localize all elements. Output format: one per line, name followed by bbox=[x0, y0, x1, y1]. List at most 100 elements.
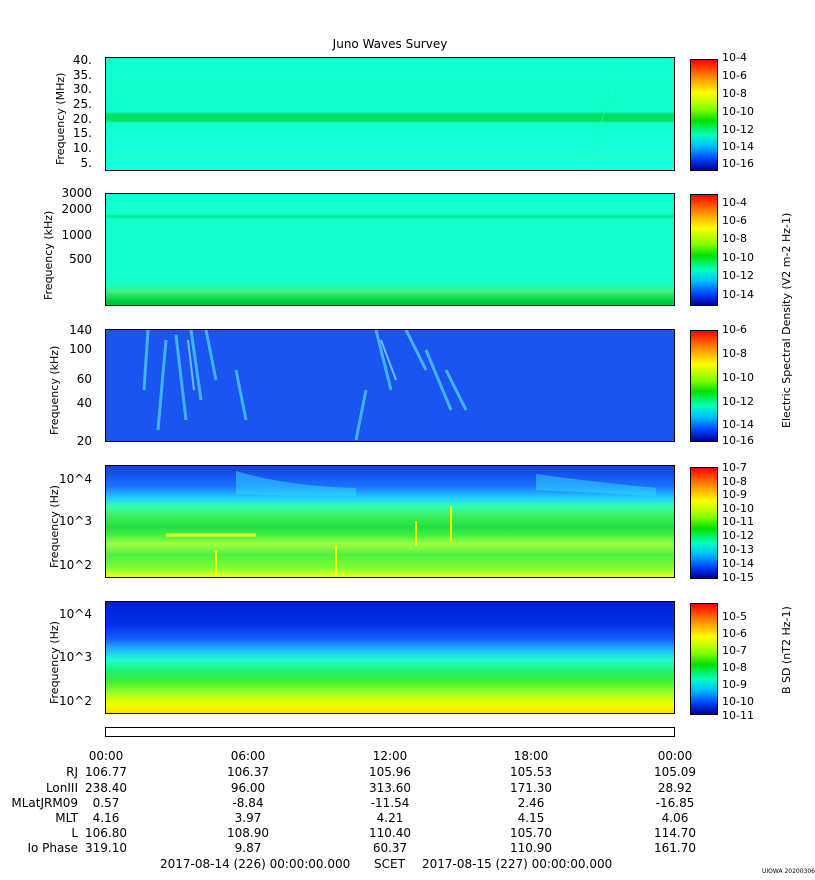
panel-3-ytick: 20 bbox=[76, 434, 92, 448]
panel-2-ytick: 1000 bbox=[61, 228, 92, 242]
panel-1-ytick: 25. bbox=[72, 97, 92, 111]
colorbar-2 bbox=[690, 194, 718, 306]
ephemeris-value: 60.37 bbox=[372, 841, 408, 855]
ephemeris-value: 110.90 bbox=[510, 841, 552, 855]
ephemeris-value: 106.80 bbox=[85, 826, 127, 840]
eph-name-rj: RJ bbox=[66, 765, 78, 779]
ephemeris-value: 3.97 bbox=[234, 811, 262, 825]
ephemeris-value: 0.57 bbox=[92, 796, 120, 810]
scet-end: 2017-08-15 (227) 00:00:00.000 bbox=[422, 857, 613, 871]
eph-name-mlt: MLT bbox=[55, 811, 78, 825]
cbar-5-tick: 10-11 bbox=[722, 709, 754, 722]
cbar-1-tick: 10-6 bbox=[722, 69, 747, 82]
ephemeris-value: 110.40 bbox=[369, 826, 411, 840]
ephemeris-value: 105.70 bbox=[510, 826, 552, 840]
time-axis-bar bbox=[105, 727, 675, 737]
ephemeris-value: -8.84 bbox=[232, 796, 264, 810]
ephemeris-value: 105.53 bbox=[510, 765, 552, 779]
ephemeris-value: 319.10 bbox=[85, 841, 127, 855]
scet-start: 2017-08-14 (226) 00:00:00.000 bbox=[160, 857, 351, 871]
panel-1-ytick: 10. bbox=[72, 141, 92, 155]
cbar-2-tick: 10-8 bbox=[722, 232, 747, 245]
cbar-4-tick: 10-12 bbox=[722, 529, 754, 542]
ephemeris-value: 96.00 bbox=[230, 781, 266, 795]
footer-stamp: UIOWA 20200306 bbox=[761, 868, 815, 875]
cbar-2-tick: 10-4 bbox=[722, 196, 747, 209]
cbar-4-tick: 10-14 bbox=[722, 557, 754, 570]
cbar-4-tick: 10-9 bbox=[722, 488, 747, 501]
eph-name-io: Io Phase bbox=[27, 841, 78, 855]
colorbar-4 bbox=[690, 467, 718, 579]
cbar-4-tick: 10-11 bbox=[722, 515, 754, 528]
ephemeris-value: 114.70 bbox=[654, 826, 696, 840]
electric-colorbar-label: Electric Spectral Density (V2 m-2 Hz-1) bbox=[780, 212, 793, 428]
cbar-2-tick: 10-14 bbox=[722, 288, 754, 301]
ephemeris-value: 106.37 bbox=[227, 765, 269, 779]
cbar-5-tick: 10-10 bbox=[722, 695, 754, 708]
cbar-1-tick: 10-10 bbox=[722, 105, 754, 118]
ephemeris-value: 105.96 bbox=[369, 765, 411, 779]
cbar-5-tick: 10-9 bbox=[722, 678, 747, 691]
panel-3-ytick: 60 bbox=[76, 372, 92, 386]
panel-1-ytick: 40. bbox=[72, 53, 92, 67]
eph-name-l: L bbox=[71, 826, 78, 840]
colorbar-5 bbox=[690, 603, 718, 715]
panel-4-ytick: 10^2 bbox=[59, 558, 92, 572]
time-label: 06:00 bbox=[230, 749, 266, 763]
ephemeris-value: 2.46 bbox=[517, 796, 545, 810]
ephemeris-value: -11.54 bbox=[370, 796, 410, 810]
spectrogram-panel-2 bbox=[105, 193, 675, 306]
spectrogram-panel-3 bbox=[105, 329, 675, 442]
panel-2-ytick: 500 bbox=[69, 252, 92, 266]
ephemeris-value: 4.16 bbox=[92, 811, 120, 825]
cbar-3-tick: 10-12 bbox=[722, 395, 754, 408]
ephemeris-value: 28.92 bbox=[657, 781, 693, 795]
time-label: 00:00 bbox=[88, 749, 124, 763]
panel-2-ytick: 3000 bbox=[61, 186, 92, 200]
spectrogram-panel-4 bbox=[105, 465, 675, 578]
eph-name-mlat: MLatJRM09 bbox=[11, 796, 78, 810]
colorbar-1 bbox=[690, 59, 718, 171]
panel-3-ytick: 40 bbox=[76, 396, 92, 410]
cbar-3-tick: 10-10 bbox=[722, 371, 754, 384]
cbar-2-tick: 10-10 bbox=[722, 251, 754, 264]
cbar-1-tick: 10-16 bbox=[722, 157, 754, 170]
ephemeris-value: 313.60 bbox=[369, 781, 411, 795]
panel-5-ytick: 10^3 bbox=[59, 650, 92, 664]
magnetic-colorbar-label: B SD (nT2 Hz-1) bbox=[780, 606, 793, 694]
time-label: 18:00 bbox=[513, 749, 549, 763]
ephemeris-value: 4.21 bbox=[376, 811, 404, 825]
cbar-1-tick: 10-4 bbox=[722, 51, 747, 64]
scet-label: SCET bbox=[374, 857, 405, 871]
cbar-3-tick: 10-6 bbox=[722, 323, 747, 336]
cbar-4-tick: 10-13 bbox=[722, 543, 754, 556]
cbar-4-tick: 10-8 bbox=[722, 475, 747, 488]
spectrogram-panel-1 bbox=[105, 57, 675, 171]
cbar-2-tick: 10-12 bbox=[722, 269, 754, 282]
cbar-1-tick: 10-12 bbox=[722, 123, 754, 136]
ephemeris-value: 105.09 bbox=[654, 765, 696, 779]
panel-1-ytick: 30. bbox=[72, 82, 92, 96]
panel-4-ytick: 10^3 bbox=[59, 514, 92, 528]
panel-5-ytick: 10^2 bbox=[59, 694, 92, 708]
cbar-5-tick: 10-6 bbox=[722, 627, 747, 640]
cbar-4-tick: 10-10 bbox=[722, 502, 754, 515]
panel-4-ytick: 10^4 bbox=[59, 472, 92, 486]
panel-3-ytick: 140 bbox=[69, 323, 92, 337]
time-label: 12:00 bbox=[372, 749, 408, 763]
panel-2-ytick: 2000 bbox=[61, 202, 92, 216]
panel-3-ytick: 100 bbox=[69, 342, 92, 356]
panel-1-ytick: 15. bbox=[72, 126, 92, 140]
colorbar-3 bbox=[690, 330, 718, 442]
cbar-5-tick: 10-8 bbox=[722, 661, 747, 674]
panel-1-ytick: 5. bbox=[80, 156, 92, 170]
plot-title: Juno Waves Survey bbox=[332, 37, 448, 51]
cbar-5-tick: 10-7 bbox=[722, 644, 747, 657]
ephemeris-value: 161.70 bbox=[654, 841, 696, 855]
cbar-3-tick: 10-8 bbox=[722, 347, 747, 360]
cbar-4-tick: 10-7 bbox=[722, 461, 747, 474]
cbar-1-tick: 10-8 bbox=[722, 87, 747, 100]
panel-1-ytick: 20. bbox=[72, 112, 92, 126]
ephemeris-value: 9.87 bbox=[234, 841, 262, 855]
panel-5-ytick: 10^4 bbox=[59, 607, 92, 621]
